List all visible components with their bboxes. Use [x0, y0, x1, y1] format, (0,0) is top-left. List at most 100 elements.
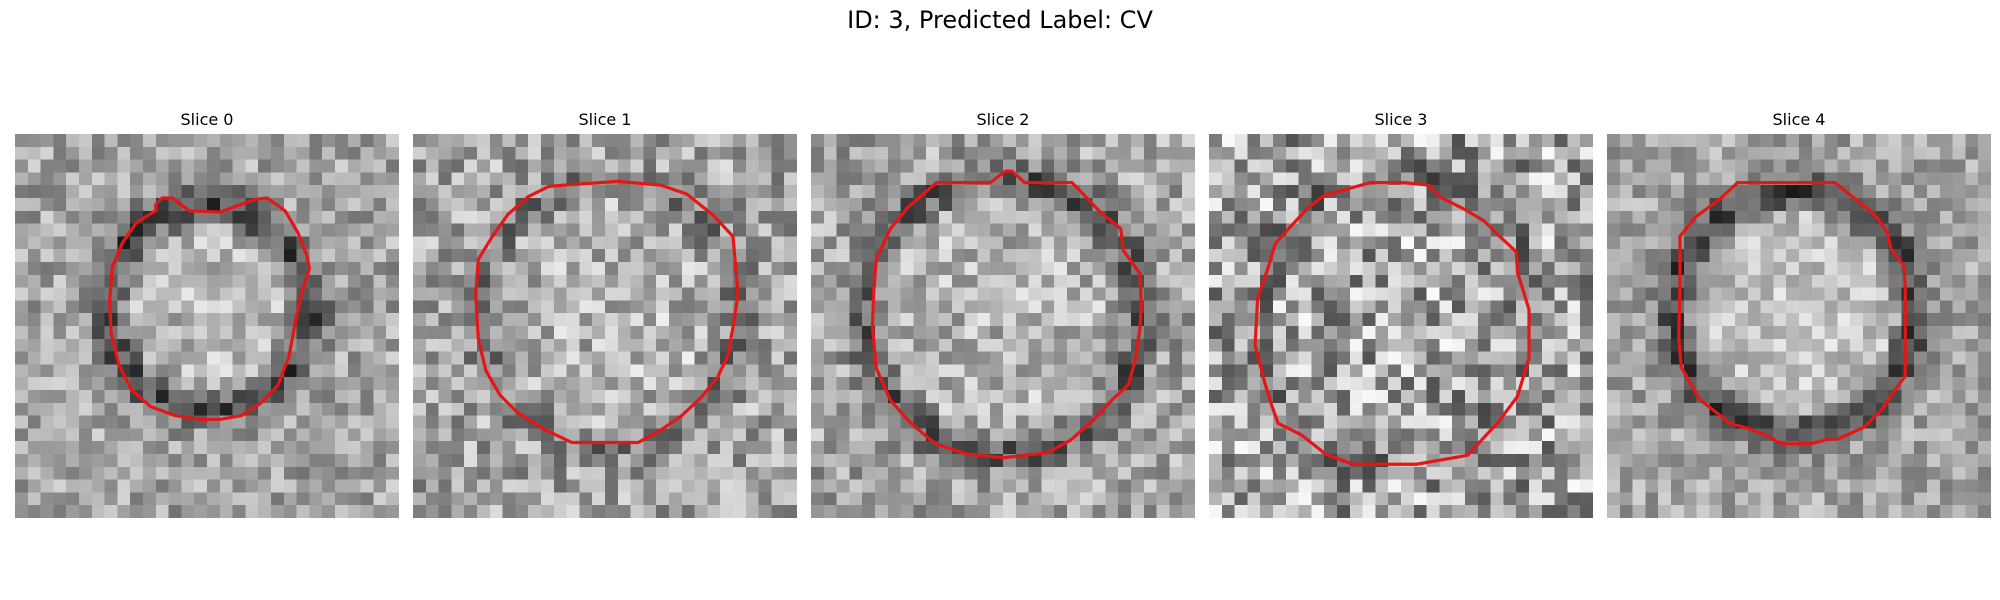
pixel: [1658, 479, 1672, 493]
pixel: [245, 351, 259, 365]
pixel: [1696, 428, 1710, 442]
pixel: [1131, 466, 1145, 480]
pixel: [1003, 351, 1017, 365]
pixel: [1607, 492, 1621, 506]
pixel: [1722, 466, 1736, 480]
pixel: [1426, 479, 1440, 493]
pixel: [1965, 274, 1979, 288]
pixel: [849, 146, 863, 160]
pixel: [1209, 364, 1223, 378]
pixel: [40, 364, 54, 378]
pixel: [1619, 198, 1633, 212]
pixel: [1567, 441, 1581, 455]
pixel: [926, 338, 940, 352]
pixel: [836, 351, 850, 365]
pixel: [1824, 134, 1838, 148]
pixel: [771, 262, 785, 276]
pixel: [168, 351, 182, 365]
pixel: [451, 287, 465, 301]
pixel: [91, 146, 105, 160]
pixel: [1015, 338, 1029, 352]
pixel: [1965, 185, 1979, 199]
pixel: [1632, 428, 1646, 442]
pixel: [309, 249, 323, 263]
pixel: [1914, 223, 1928, 237]
pixel: [296, 466, 310, 480]
pixel: [1607, 326, 1621, 340]
pixel: [1388, 466, 1402, 480]
pixel: [40, 159, 54, 173]
pixel: [1914, 505, 1928, 518]
pixel: [875, 134, 889, 148]
pixel: [1965, 505, 1979, 518]
pixel: [155, 274, 169, 288]
pixel: [964, 466, 978, 480]
pixel: [1619, 466, 1633, 480]
pixel: [1786, 492, 1800, 506]
pixel: [1156, 172, 1170, 186]
pixel: [1952, 172, 1966, 186]
pixel: [1824, 454, 1838, 468]
pixel: [1388, 338, 1402, 352]
pixel: [1337, 338, 1351, 352]
pixel: [1516, 185, 1530, 199]
pixel: [502, 454, 516, 468]
pixel: [1824, 249, 1838, 263]
pixel: [784, 428, 797, 442]
pixel: [1939, 338, 1953, 352]
pixel: [464, 274, 478, 288]
pixel: [939, 466, 953, 480]
pixel: [849, 402, 863, 416]
pixel: [1811, 415, 1825, 429]
pixel: [489, 172, 503, 186]
pixel: [553, 274, 567, 288]
pixel: [181, 172, 195, 186]
pixel: [1003, 223, 1017, 237]
pixel: [528, 210, 542, 224]
pixel: [155, 249, 169, 263]
pixel: [1580, 172, 1593, 186]
pixel: [1349, 492, 1363, 506]
pixel: [1786, 146, 1800, 160]
pixel: [669, 338, 683, 352]
pixel: [1811, 185, 1825, 199]
pixel: [875, 351, 889, 365]
pixel: [1298, 274, 1312, 288]
pixel: [605, 492, 619, 506]
pixel: [53, 364, 67, 378]
pixel: [232, 262, 246, 276]
pixel: [1850, 210, 1864, 224]
pixel: [617, 505, 631, 518]
pixel: [1452, 505, 1466, 518]
pixel: [386, 249, 399, 263]
pixel: [1927, 210, 1941, 224]
pixel: [373, 364, 387, 378]
pixel: [1388, 351, 1402, 365]
pixel: [1901, 249, 1915, 263]
pixel: [1375, 274, 1389, 288]
pixel: [477, 198, 491, 212]
pixel: [528, 146, 542, 160]
pixel: [40, 326, 54, 340]
pixel: [1850, 377, 1864, 391]
pixel: [617, 313, 631, 327]
pixel: [27, 223, 41, 237]
pixel: [720, 313, 734, 327]
pixel: [258, 505, 272, 518]
pixel: [194, 505, 208, 518]
pixel: [464, 159, 478, 173]
pixel: [1247, 210, 1261, 224]
pixel: [1234, 326, 1248, 340]
pixel: [413, 198, 427, 212]
pixel: [1221, 236, 1235, 250]
pixel: [1503, 326, 1517, 340]
pixel: [553, 134, 567, 148]
pixel: [1645, 313, 1659, 327]
pixel: [1028, 274, 1042, 288]
pixel: [1234, 287, 1248, 301]
pixel: [130, 466, 144, 480]
pixel: [1401, 300, 1415, 314]
pixel: [322, 249, 336, 263]
pixel-grid: [15, 134, 399, 518]
pixel: [1875, 338, 1889, 352]
